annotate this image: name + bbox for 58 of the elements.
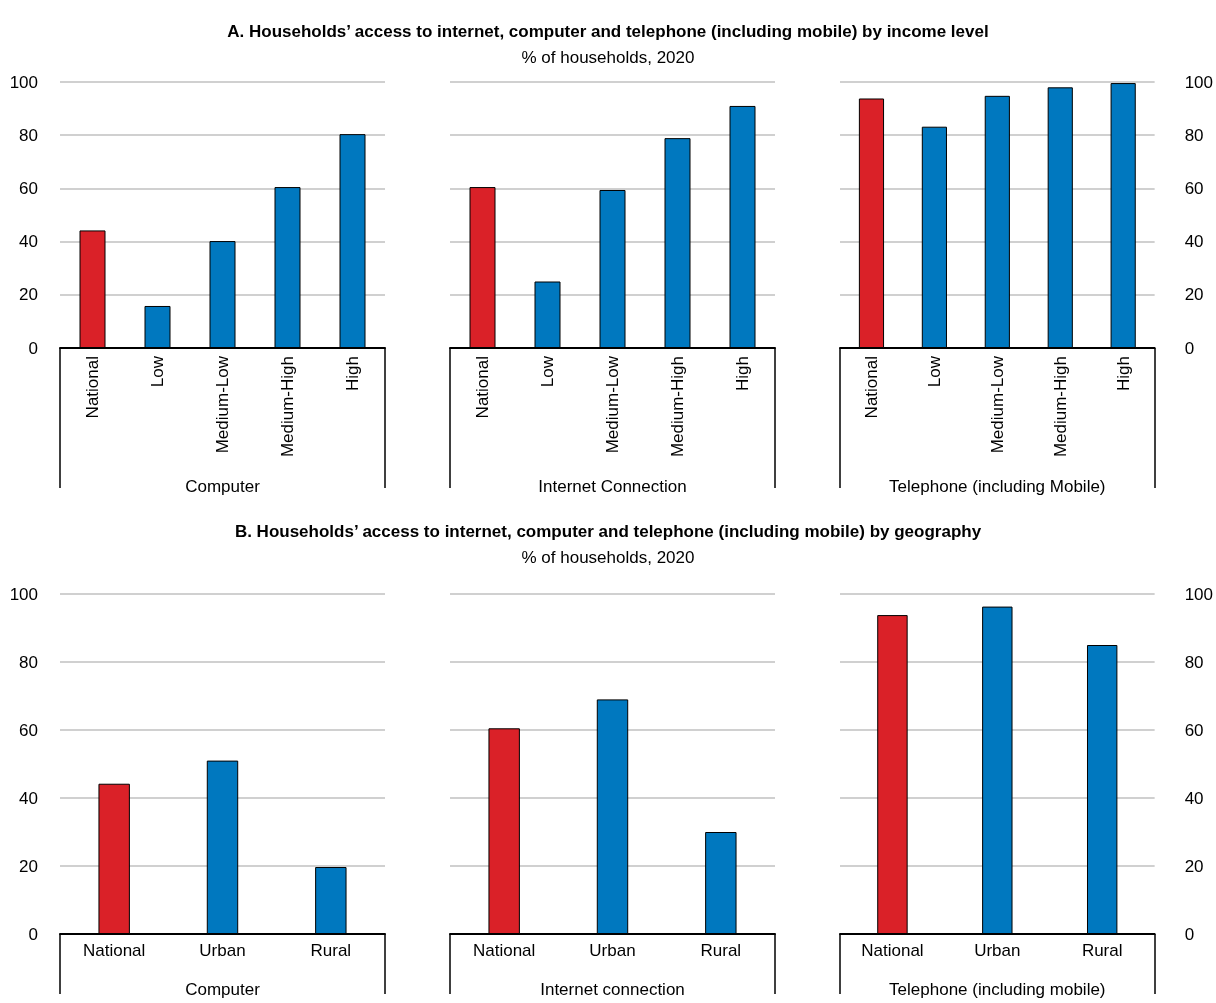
y-tick-label: 0 bbox=[28, 924, 38, 944]
y2-tick-label: 80 bbox=[1184, 652, 1204, 672]
y2-tick-label: 0 bbox=[1184, 924, 1195, 944]
y2-tick-label: 20 bbox=[1184, 285, 1204, 305]
x-tick-label: National bbox=[83, 356, 102, 419]
y-tick-label: 40 bbox=[19, 232, 38, 252]
y-tick-label: 100 bbox=[9, 584, 38, 604]
x-tick-label: High bbox=[1113, 356, 1133, 391]
x-tick-label: Medium-High bbox=[278, 356, 297, 458]
y2-tick-label: 100 bbox=[1184, 584, 1214, 604]
x-tick-label: Medium-Low bbox=[213, 355, 232, 454]
y2-tick-label: 0 bbox=[1184, 338, 1195, 358]
x-tick-label: National bbox=[82, 941, 146, 960]
chart-subtitle: % of households, 2020 bbox=[521, 48, 695, 67]
x-tick-label: Low bbox=[924, 355, 944, 388]
x-tick-label: National bbox=[861, 356, 881, 419]
y2-tick-label: 20 bbox=[1184, 856, 1204, 876]
y-tick-label: 60 bbox=[19, 720, 38, 740]
y-tick-label: 0 bbox=[28, 338, 38, 358]
x-tick-label: Urban bbox=[589, 941, 636, 960]
x-tick-label: Low bbox=[148, 355, 167, 388]
x-tick-label: Urban bbox=[199, 941, 246, 960]
y2-tick-label: 100 bbox=[1184, 72, 1214, 92]
y2-tick-label: 40 bbox=[1184, 788, 1204, 808]
x-tick-label: National bbox=[473, 356, 492, 419]
chart-title: A. Households’ access to internet, computer and telephone (including mobile) by income level bbox=[227, 22, 989, 41]
x-tick-label: Urban bbox=[974, 941, 1021, 960]
x-tick-label: High bbox=[343, 356, 362, 391]
x-tick-label: Medium-High bbox=[668, 356, 687, 458]
y-tick-label: 100 bbox=[9, 72, 38, 92]
x-tick-label: Rural bbox=[310, 941, 352, 960]
x-tick-label: Medium-Low bbox=[987, 355, 1007, 454]
y-tick-label: 20 bbox=[19, 285, 38, 305]
y2-tick-label: 40 bbox=[1184, 232, 1204, 252]
text: Computer bbox=[185, 980, 261, 999]
y-tick-label: 80 bbox=[19, 125, 38, 145]
text: Telephone (including Mobile) bbox=[889, 477, 1106, 496]
x-tick-label: Low bbox=[538, 355, 557, 388]
chart-subtitle: % of households, 2020 bbox=[521, 548, 695, 567]
text: Telephone (including mobile) bbox=[889, 980, 1106, 999]
text: Computer bbox=[185, 477, 261, 496]
y-tick-label: 20 bbox=[19, 856, 38, 876]
x-tick-label: Rural bbox=[1081, 941, 1123, 960]
x-tick-label: Rural bbox=[700, 941, 742, 960]
y-tick-label: 80 bbox=[19, 652, 38, 672]
x-tick-label: Medium-Low bbox=[603, 355, 622, 454]
x-tick-label: National bbox=[861, 941, 924, 960]
x-tick-label: Medium-High bbox=[1050, 356, 1070, 458]
y2-tick-label: 60 bbox=[1184, 720, 1204, 740]
y2-tick-label: 60 bbox=[1184, 178, 1204, 198]
x-tick-label: National bbox=[472, 941, 536, 960]
y-tick-label: 40 bbox=[19, 788, 38, 808]
chart-title: B. Households’ access to internet, computer and telephone (including mobile) by geography bbox=[234, 522, 982, 541]
y-tick-label: 60 bbox=[19, 178, 38, 198]
y2-tick-label: 80 bbox=[1184, 125, 1204, 145]
text: Internet Connection bbox=[538, 477, 687, 496]
x-tick-label: High bbox=[733, 356, 752, 391]
text: Internet connection bbox=[540, 980, 685, 999]
